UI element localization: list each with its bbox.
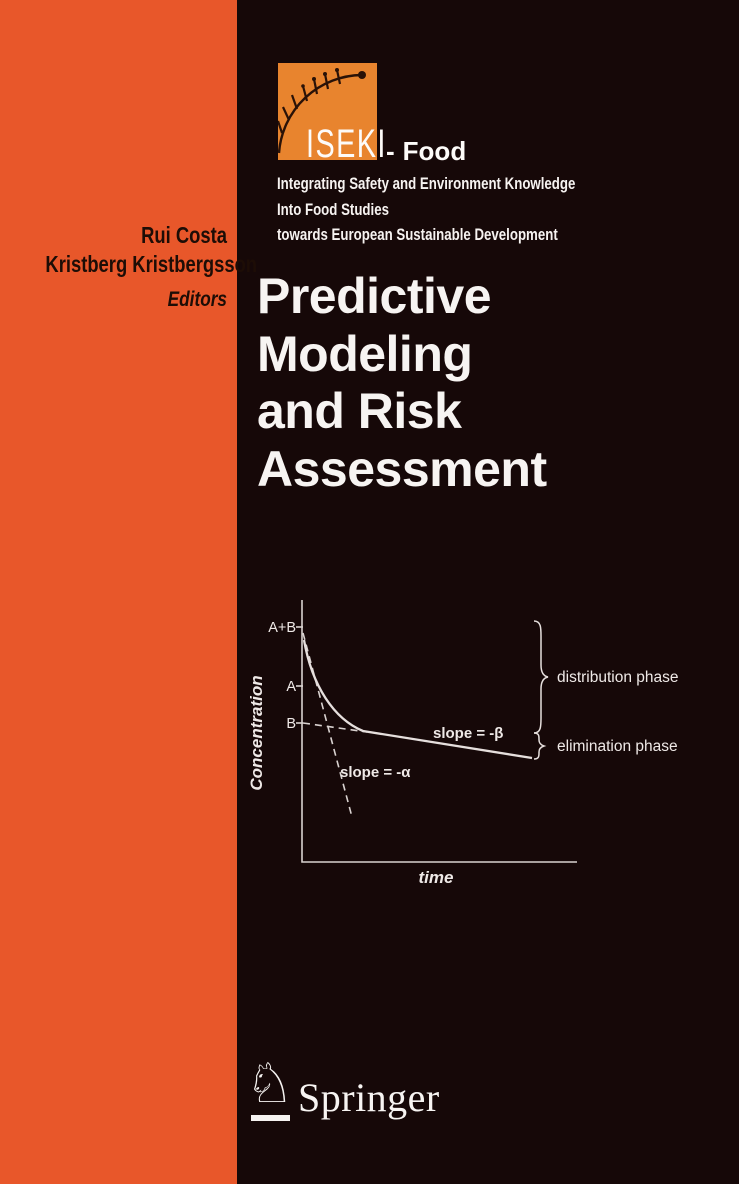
y-axis-ticks <box>296 626 303 724</box>
distribution-phase-label: distribution phase <box>557 669 679 686</box>
orange-side-strip <box>0 0 237 1184</box>
book-title-line: and Risk <box>257 383 462 439</box>
concentration-time-chart: A+B A B slope = -α slope = -β distributi… <box>247 600 679 887</box>
tagline-line: Integrating Safety and Environment Knowl… <box>277 174 576 193</box>
book-title-line: Predictive <box>257 268 492 324</box>
dial-ticks <box>278 69 342 134</box>
y-tick-label-a: A <box>286 679 296 695</box>
y-tick-label-b: B <box>286 716 296 732</box>
series-logo-food: Food <box>402 136 467 166</box>
series-logo-name: ISEKI <box>306 122 387 166</box>
editors-role-label: Editors <box>167 288 227 311</box>
editor-name: Rui Costa <box>141 222 227 248</box>
distribution-phase-brace <box>533 620 549 734</box>
series-tagline: Integrating Safety and Environment Knowl… <box>277 171 575 248</box>
series-logo-separator: - <box>386 136 395 166</box>
book-title-line: Modeling <box>257 325 473 382</box>
elimination-phase-brace <box>533 732 547 760</box>
y-tick-label-a-plus-b: A+B <box>268 620 296 636</box>
x-axis-title: time <box>419 868 454 887</box>
alpha-slope-label: slope = -α <box>340 764 411 781</box>
series-logo-word: - Food <box>386 138 466 164</box>
dial-tick-dots <box>301 68 366 88</box>
tagline-line: towards European Sustainable Development <box>277 225 558 244</box>
book-title-line: Assessment <box>257 440 547 497</box>
tagline-line: Into Food Studies <box>277 199 389 219</box>
editors-block: Rui Costa Kristberg Kristbergsson Editor… <box>0 221 258 312</box>
chart-axes <box>301 600 577 863</box>
concentration-curve <box>302 639 533 760</box>
chess-knight-icon: ♘ <box>245 1051 295 1115</box>
iseki-dial-icon <box>278 63 377 160</box>
y-axis-title: Concentration <box>247 675 266 790</box>
editor-name: Kristberg Kristbergsson <box>45 251 258 277</box>
book-title: Predictive Modeling and Risk Assessment <box>257 268 547 498</box>
alpha-extrapolation-line <box>302 632 353 818</box>
publisher-name: Springer <box>298 1075 440 1120</box>
beta-slope-label: slope = -β <box>433 725 503 742</box>
elimination-phase-label: elimination phase <box>557 738 678 755</box>
springer-logo-bar <box>251 1115 290 1121</box>
beta-extrapolation-line <box>302 722 368 733</box>
